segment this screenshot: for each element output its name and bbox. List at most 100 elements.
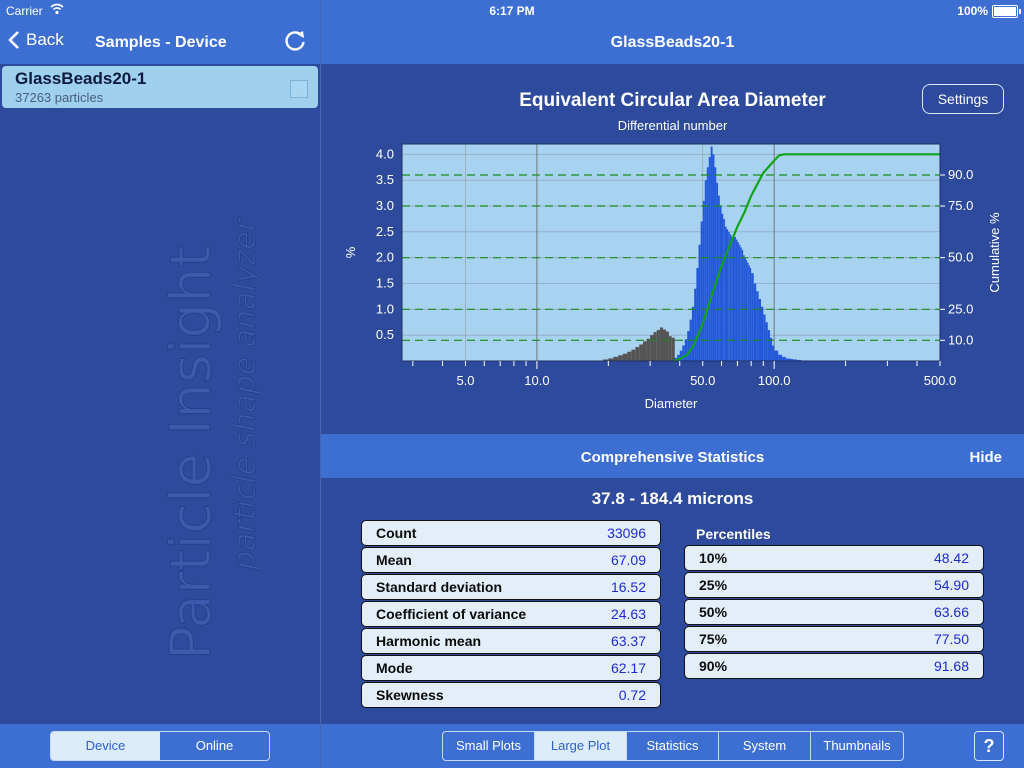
histogram-bar-excluded bbox=[659, 327, 664, 361]
stat-label: Count bbox=[376, 525, 417, 541]
x-tick-label: 500.0 bbox=[924, 373, 957, 388]
percentile-label: 90% bbox=[699, 658, 728, 674]
stat-row-harmonic-mean: Harmonic mean 63.37 bbox=[361, 628, 661, 654]
y-axis-label: % bbox=[343, 246, 358, 258]
histogram-bar bbox=[737, 242, 739, 361]
segment-device[interactable]: Device bbox=[51, 732, 160, 760]
app-watermark-logo: Particle Insight particle shape analyzer bbox=[159, 217, 261, 661]
x-tick-label: 10.0 bbox=[524, 373, 549, 388]
plot-border bbox=[401, 143, 941, 362]
histogram-bar bbox=[684, 339, 688, 361]
tab-statistics[interactable]: Statistics bbox=[627, 732, 719, 760]
histogram-bar-excluded bbox=[663, 329, 666, 361]
chart-subtitle: Differential number bbox=[617, 118, 728, 133]
tab-system[interactable]: System bbox=[719, 732, 811, 760]
stat-label: Skewness bbox=[376, 687, 444, 703]
y-tick-label: 3.5 bbox=[376, 172, 394, 187]
y-tick-label: 0.5 bbox=[376, 327, 394, 342]
tab-large-plot[interactable]: Large Plot bbox=[535, 732, 627, 760]
stat-value: 33096 bbox=[607, 525, 646, 541]
sample-name: GlassBeads20-1 bbox=[15, 69, 147, 88]
sample-list-item[interactable]: GlassBeads20-1 37263 particles bbox=[2, 66, 318, 108]
stat-value: 63.37 bbox=[610, 633, 646, 649]
watermark-line1: Particle Insight bbox=[159, 246, 224, 660]
histogram-bar bbox=[774, 350, 779, 361]
stats-header: Comprehensive Statistics Hide bbox=[321, 434, 1024, 478]
hide-button[interactable]: Hide bbox=[969, 449, 1002, 466]
histogram-bar bbox=[696, 268, 699, 361]
histogram-bar bbox=[706, 167, 709, 361]
x-tick-label: 100.0 bbox=[758, 373, 791, 388]
histogram-bar bbox=[719, 206, 722, 361]
help-button[interactable]: ? bbox=[974, 731, 1004, 761]
percentile-label: 25% bbox=[699, 577, 728, 593]
back-button[interactable]: Back bbox=[8, 30, 64, 50]
histogram-bar bbox=[743, 255, 745, 361]
histogram-bar bbox=[694, 288, 697, 361]
view-segmented-control: Small Plots Large Plot Statistics System… bbox=[442, 731, 904, 761]
histogram-bar bbox=[729, 234, 732, 361]
chart-title: Equivalent Circular Area Diameter bbox=[519, 90, 826, 111]
histogram-bar bbox=[749, 268, 752, 361]
y2-tick-label: 50.0 bbox=[948, 250, 973, 265]
stat-row-count: Count 33096 bbox=[361, 520, 661, 546]
sample-checkbox[interactable] bbox=[290, 80, 308, 98]
stat-row-std-dev: Standard deviation 16.52 bbox=[361, 574, 661, 600]
source-segmented-control: Device Online bbox=[50, 731, 270, 761]
y-tick-label: 2.0 bbox=[376, 250, 394, 265]
histogram-bar-excluded bbox=[627, 351, 632, 361]
tab-small-plots[interactable]: Small Plots bbox=[443, 732, 535, 760]
histogram-bar bbox=[758, 299, 761, 361]
histogram-bar bbox=[740, 247, 742, 361]
stat-row-cov: Coefficient of variance 24.63 bbox=[361, 601, 661, 627]
histogram-bar bbox=[679, 350, 683, 361]
percentile-row-75: 75% 77.50 bbox=[684, 626, 984, 652]
left-nav-title: Samples - Device bbox=[95, 34, 227, 51]
percentile-value: 48.42 bbox=[933, 550, 969, 566]
histogram-bar-excluded bbox=[639, 344, 644, 361]
percentile-value: 77.50 bbox=[933, 631, 969, 647]
samples-pane bbox=[0, 0, 321, 768]
histogram-bar bbox=[741, 249, 744, 361]
refresh-icon[interactable] bbox=[282, 28, 308, 54]
stat-value: 67.09 bbox=[610, 552, 646, 568]
carrier-label: Carrier bbox=[6, 4, 43, 18]
stat-label: Coefficient of variance bbox=[376, 606, 527, 622]
segment-online[interactable]: Online bbox=[195, 738, 234, 753]
histogram-bar bbox=[797, 359, 802, 361]
stat-value: 0.72 bbox=[618, 687, 646, 703]
histogram-bar bbox=[748, 265, 750, 361]
sample-title: GlassBeads20-1 bbox=[610, 34, 735, 51]
histogram-bar bbox=[747, 262, 749, 361]
histogram-bar-excluded bbox=[603, 359, 609, 361]
percentile-value: 91.68 bbox=[933, 658, 969, 674]
percentile-row-90: 90% 91.68 bbox=[684, 653, 984, 679]
stat-row-mean: Mean 67.09 bbox=[361, 547, 661, 573]
histogram-bar bbox=[760, 306, 764, 361]
histogram-bar-excluded bbox=[631, 349, 636, 361]
settings-button[interactable]: Settings bbox=[922, 84, 1004, 114]
histogram-bar bbox=[726, 229, 729, 361]
histogram-bar bbox=[677, 354, 680, 361]
percentile-value: 63.66 bbox=[933, 604, 969, 620]
battery-tip bbox=[1019, 9, 1021, 14]
y2-tick-label: 75.0 bbox=[948, 198, 973, 213]
left-nav-bar bbox=[0, 0, 320, 64]
size-range: 37.8 - 184.4 microns bbox=[591, 489, 754, 508]
y-tick-label: 2.5 bbox=[376, 224, 394, 239]
histogram-bar bbox=[704, 180, 707, 361]
histogram-bar bbox=[767, 330, 770, 361]
histogram-chart: 0.5 1.0 1.5 2.0 2.5 3.0 3.5 4.0 10.0 25.0 50.0 75.0… bbox=[343, 143, 1002, 411]
chevron-left-icon bbox=[8, 31, 19, 49]
stats-title: Comprehensive Statistics bbox=[580, 449, 765, 466]
stat-label: Harmonic mean bbox=[376, 633, 482, 649]
tab-thumbnails[interactable]: Thumbnails bbox=[823, 738, 891, 753]
stat-row-mode: Mode 62.17 bbox=[361, 655, 661, 681]
histogram-bar-excluded bbox=[613, 356, 619, 361]
y2-tick-label: 10.0 bbox=[948, 332, 973, 347]
histogram-bar-excluded bbox=[671, 337, 675, 361]
right-nav-bar bbox=[321, 0, 1024, 64]
percentile-value: 54.90 bbox=[933, 577, 969, 593]
y-tick-label: 1.5 bbox=[376, 276, 394, 291]
status-bar: Carrier 6:17 PM 100% bbox=[0, 0, 1024, 22]
